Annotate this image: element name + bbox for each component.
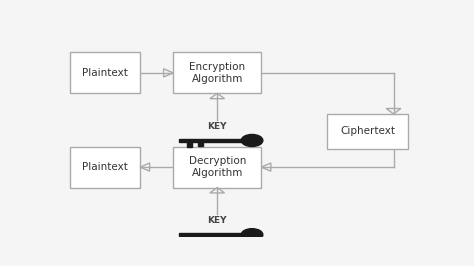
- Text: Ciphertext: Ciphertext: [340, 126, 395, 136]
- Bar: [187, 236, 191, 241]
- Bar: [179, 233, 245, 236]
- Text: Decryption
Algorithm: Decryption Algorithm: [189, 156, 246, 178]
- Text: Plaintext: Plaintext: [82, 68, 128, 78]
- FancyBboxPatch shape: [70, 52, 140, 93]
- Circle shape: [241, 134, 263, 147]
- Bar: [198, 142, 203, 146]
- Bar: [198, 236, 203, 240]
- FancyBboxPatch shape: [70, 147, 140, 188]
- Text: KEY: KEY: [208, 216, 227, 225]
- FancyBboxPatch shape: [173, 52, 261, 93]
- Bar: [179, 139, 245, 142]
- Circle shape: [241, 229, 263, 241]
- Text: KEY: KEY: [208, 122, 227, 131]
- Text: Encryption
Algorithm: Encryption Algorithm: [189, 62, 245, 84]
- FancyBboxPatch shape: [173, 147, 261, 188]
- Text: Plaintext: Plaintext: [82, 162, 128, 172]
- FancyBboxPatch shape: [328, 114, 408, 149]
- Bar: [187, 142, 191, 147]
